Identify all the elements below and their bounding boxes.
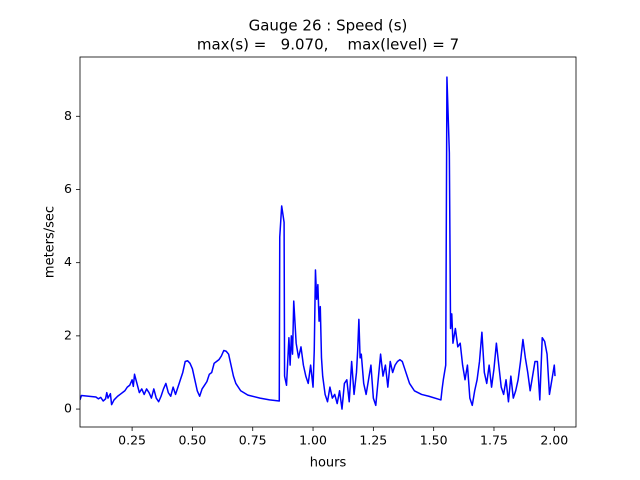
x-tick-label: 0.25 (118, 433, 146, 448)
x-axis-label: hours (310, 456, 347, 471)
x-tick-label: 1.00 (299, 433, 327, 448)
y-tick-label: 4 (64, 254, 72, 269)
data-line (80, 76, 556, 410)
y-tick-label: 2 (64, 327, 72, 342)
y-axis-label: meters/sec (43, 206, 58, 278)
x-tick-label: 1.25 (359, 433, 387, 448)
chart-title: Gauge 26 : Speed (s) (249, 17, 408, 35)
y-tick-label: 8 (64, 108, 72, 123)
chart-subtitle: max(s) = 9.070, max(level) = 7 (197, 36, 459, 54)
x-tick-label: 0.50 (178, 433, 206, 448)
y-tick-label: 0 (64, 401, 72, 416)
x-tick-label: 1.75 (480, 433, 508, 448)
x-tick-label: 0.75 (239, 433, 267, 448)
x-tick-label: 2.00 (540, 433, 568, 448)
y-tick-label: 6 (64, 181, 72, 196)
plot-frame (79, 56, 577, 428)
x-tick-label: 1.50 (420, 433, 448, 448)
